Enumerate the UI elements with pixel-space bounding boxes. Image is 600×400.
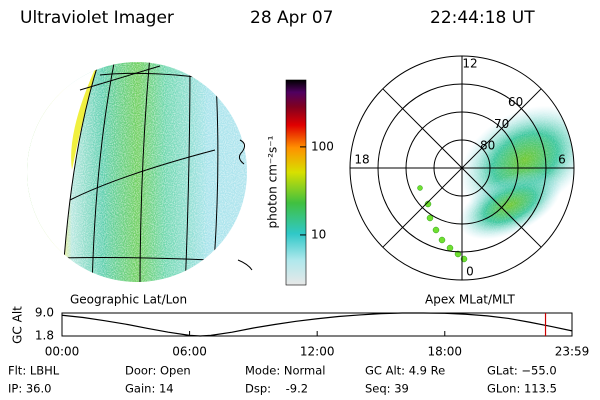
altitude-line [61,312,573,337]
mlt-label: 0 [466,265,474,279]
title: Ultraviolet Imager [20,8,174,28]
lat-ring [405,111,519,225]
x-tick-label: 18:00 [427,345,462,359]
lat-label: 60 [508,95,523,109]
mlt-label: 12 [462,57,477,71]
mlt-label: 6 [558,153,566,167]
colorbar [285,79,307,286]
time: 22:44:18 UT [430,8,535,28]
status-field: Dsp: -9.2 [245,382,308,396]
map-label: Apex MLat/MLT [425,293,515,307]
colorbar-tick-label: 10 [311,227,326,241]
lat-ring [433,139,491,197]
date: 28 Apr 07 [250,8,333,28]
status-field: GLat: −55.0 [487,364,557,378]
y-tick-label: 9.0 [35,306,54,320]
x-tick-label: 23:59 [555,345,590,359]
status-field: GC Alt: 4.9 Re [365,364,445,378]
y-axis-label: GC Alt [11,306,25,344]
polar-image [350,56,574,280]
x-tick-label: 00:00 [45,345,80,359]
map-label: Geographic Lat/Lon [70,293,187,307]
status-field: Seq: 39 [365,382,409,396]
colorbar-tick-label: 100 [311,139,334,153]
status-field: GLon: 113.5 [487,382,557,396]
status-field: Door: Open [125,364,191,378]
lat-ring [377,83,547,253]
colorbar-label: photon cm⁻²s⁻¹ [266,135,280,228]
lat-label: 70 [494,117,509,131]
x-tick-label: 12:00 [300,345,335,359]
status-field: IP: 36.0 [8,382,51,396]
status-field: Gain: 14 [125,382,174,396]
polar-axis [382,88,542,248]
globe-image [27,62,253,282]
lat-label: 80 [480,139,495,153]
mlt-label: 18 [354,153,369,167]
y-tick-label: 1.8 [35,329,54,343]
x-tick-label: 06:00 [172,345,207,359]
status-field: Flt: LBHL [8,364,60,378]
status-field: Mode: Normal [245,364,325,378]
